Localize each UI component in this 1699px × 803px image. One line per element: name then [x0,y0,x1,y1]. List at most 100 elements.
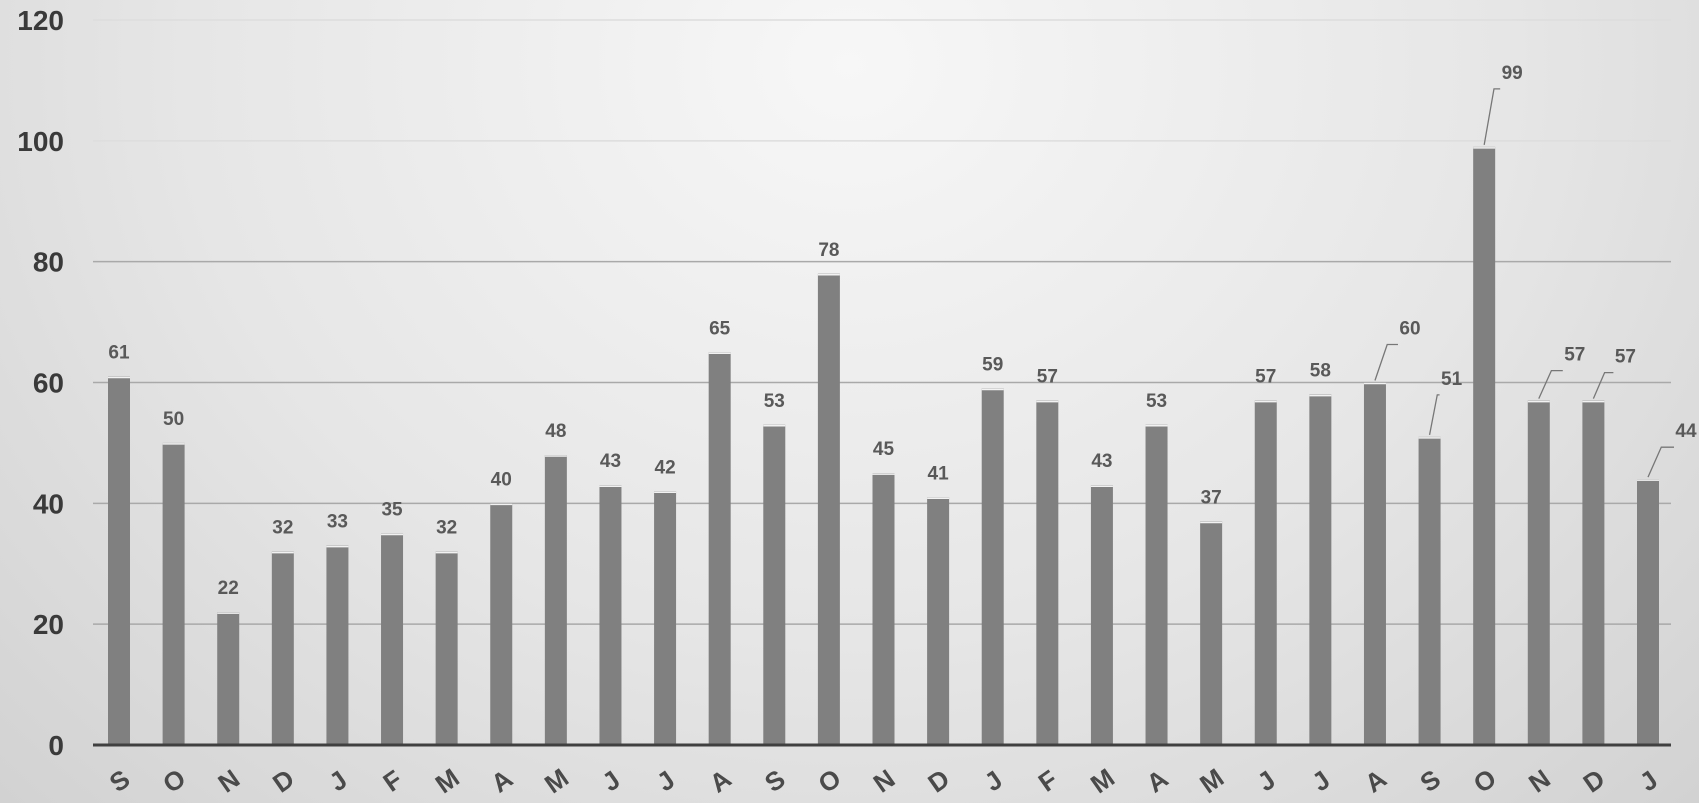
bar [708,352,731,745]
bar [981,388,1004,745]
bar [162,442,185,745]
data-label: 41 [928,463,950,484]
y-tick-label: 40 [33,488,64,519]
bar [381,533,404,745]
bar [435,551,458,745]
data-label: 53 [764,391,785,412]
bars [108,146,1659,745]
data-label: 59 [982,355,1003,376]
y-tick-label: 100 [17,126,64,157]
data-label: 35 [381,500,403,521]
bar [1200,521,1223,745]
gridlines [93,19,1671,625]
bar [326,545,349,745]
x-category-label: S [1414,764,1445,799]
data-label: 53 [1146,391,1167,412]
data-label: 65 [709,318,731,339]
x-category-label: N [868,763,901,798]
data-label: 57 [1564,345,1585,366]
bar [1309,394,1332,745]
data-label: 42 [655,457,676,478]
leader-lines [1374,88,1674,478]
x-category-label: D [1578,763,1611,798]
data-label: 48 [545,421,566,442]
data-label: 58 [1310,361,1331,382]
y-tick-label: 60 [33,368,64,399]
data-label: 37 [1201,487,1222,508]
x-category-label: A [486,763,519,798]
data-label: 33 [327,512,348,533]
bar [817,273,840,745]
y-axis-ticks: 0 20 40 60 80 100 120 [17,5,64,761]
y-tick-label: 120 [17,5,64,36]
x-category-label: D [922,763,955,798]
bar [654,491,677,745]
x-category-label: F [1033,764,1063,798]
x-category-label: S [104,764,135,799]
bar [1254,400,1277,745]
x-category-label: A [1141,763,1174,798]
leader-line [1428,394,1440,435]
data-label: 50 [163,409,184,430]
y-tick-label: 20 [33,609,64,640]
leader-line [1592,371,1614,399]
data-label: 32 [436,518,457,539]
x-category-label: M [539,762,574,799]
data-label: 51 [1441,369,1463,390]
data-label: 99 [1502,63,1523,84]
data-label: 61 [108,342,130,363]
leader-line [1374,343,1398,381]
x-category-label: O [157,763,191,799]
x-category-label: M [1194,762,1229,799]
data-label: 57 [1037,367,1058,388]
leader-line [1483,88,1501,145]
x-category-label: J [1252,764,1281,797]
y-tick-label: 80 [33,247,64,278]
bar [763,424,786,745]
data-label: 78 [818,240,839,261]
bar [108,376,130,745]
x-category-label: A [704,763,737,798]
bar [1473,146,1496,745]
y-tick-label: 0 [48,730,64,761]
x-category-label: J [979,764,1008,797]
bar [599,485,622,745]
x-category-label: J [597,764,626,797]
bar [271,551,294,745]
bar [544,455,567,745]
bar [1036,400,1059,745]
data-label: 32 [272,518,293,539]
data-label: 60 [1399,319,1420,340]
bar [927,497,950,745]
bar [1527,400,1550,745]
bar [1363,382,1386,745]
data-label: 43 [600,451,621,472]
data-label: 40 [491,469,512,490]
x-category-label: M [1085,762,1120,799]
leader-line [1647,446,1674,478]
data-label: 22 [218,578,239,599]
bar [217,612,240,745]
x-category-label: D [267,763,300,798]
bar [1582,400,1605,745]
x-category-label: M [430,762,465,799]
x-category-label: N [212,763,245,798]
data-label: 43 [1091,451,1112,472]
x-category-label: J [323,764,352,797]
leader-line [1538,369,1563,399]
bar [1418,436,1441,745]
x-category-label: F [377,764,407,798]
x-category-label: J [651,764,680,797]
data-label: 44 [1675,421,1697,442]
bar [1145,424,1168,745]
x-category-label: O [813,763,847,799]
x-category-label: A [1359,763,1392,798]
bar [490,503,513,745]
data-label: 45 [873,439,895,460]
x-category-label: N [1523,763,1556,798]
bar [1637,479,1659,745]
data-labels: 61 50 22 32 33 35 32 40 48 43 42 65 53 78 45 41 59 57 43 53… [108,63,1697,599]
data-label: 57 [1615,347,1636,368]
